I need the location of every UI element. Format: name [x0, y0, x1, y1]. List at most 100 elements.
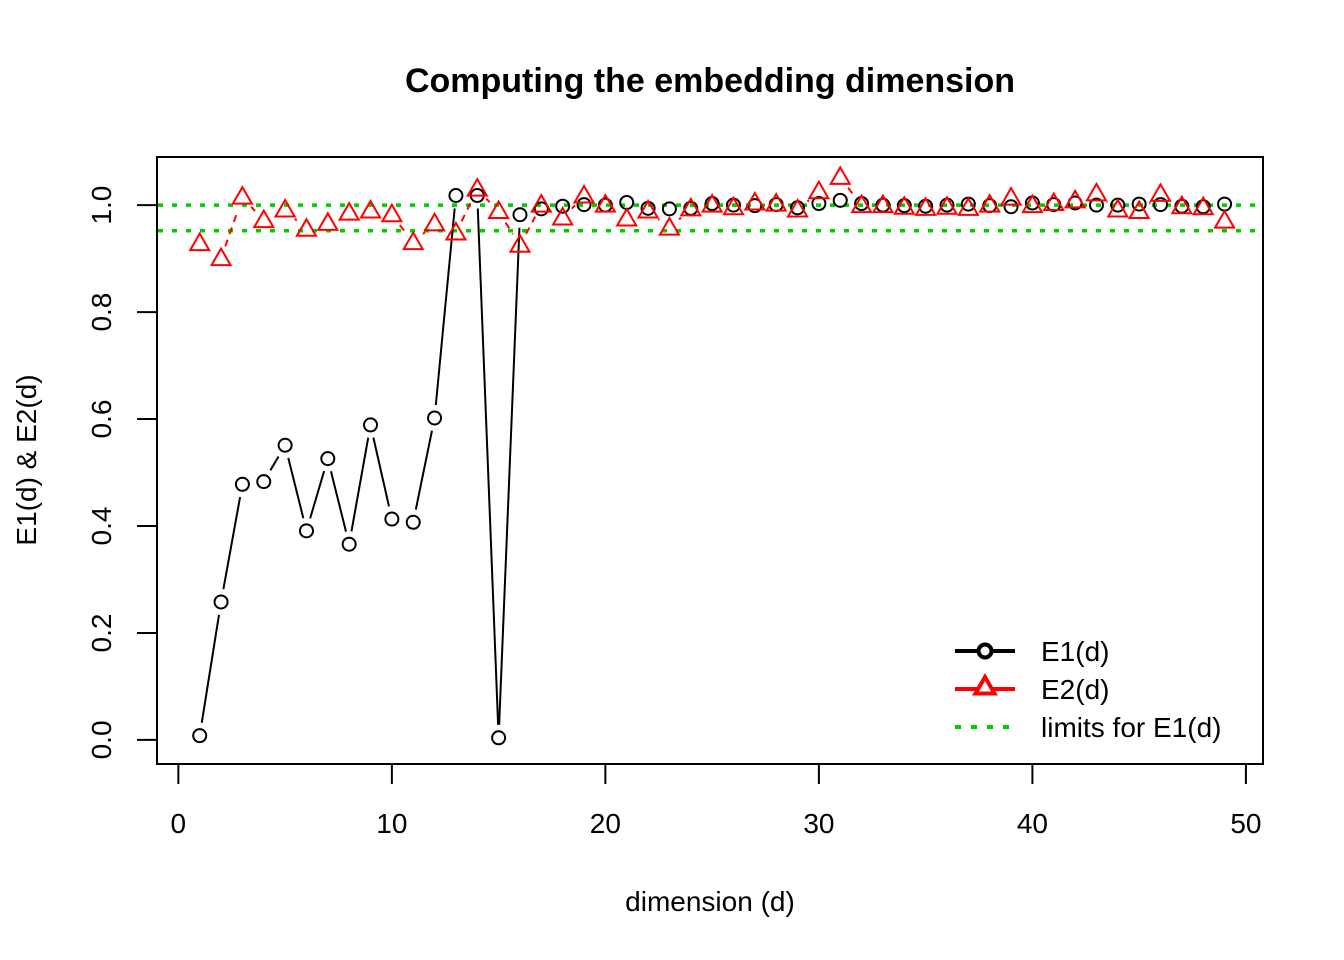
e2-point [508, 233, 532, 253]
e2-point [273, 197, 297, 218]
e2-point [1213, 209, 1236, 229]
e1-point [1088, 197, 1104, 213]
plot-frame [156, 156, 1264, 765]
e2-point [337, 201, 361, 221]
e2-point [188, 231, 211, 252]
e2-point [764, 192, 788, 212]
series-segment [657, 218, 660, 221]
e1-point [555, 198, 571, 214]
series-2 [188, 165, 1236, 267]
series-segment [525, 216, 537, 235]
e2-point [316, 211, 340, 231]
series-segment [329, 470, 347, 532]
e2-point [551, 205, 574, 226]
x-tick-label: 20 [590, 808, 621, 839]
series-segment [434, 208, 456, 406]
series-segment [847, 187, 855, 196]
e1-point [512, 207, 528, 223]
e2-point [1042, 191, 1065, 212]
e2-point [380, 202, 404, 223]
series-layer [188, 165, 1236, 746]
e2-point [658, 216, 681, 236]
e2-point [1106, 197, 1130, 218]
e2-point [295, 217, 318, 237]
e2-point [401, 230, 425, 251]
e2-point [466, 177, 489, 197]
e2-point [978, 193, 1001, 213]
series-segment [485, 197, 491, 203]
series-segment [398, 224, 407, 233]
series-segment [414, 430, 433, 510]
series-segment [200, 614, 220, 723]
series-segment [1148, 201, 1151, 205]
e2-point [1149, 182, 1172, 202]
e2-point [999, 186, 1023, 206]
e2-point [914, 196, 937, 216]
series-segment [460, 200, 473, 222]
e2-point [1191, 195, 1215, 216]
e1-point [341, 536, 357, 552]
e1-point [576, 197, 592, 213]
e2-point [1021, 193, 1044, 214]
e2-point [1085, 181, 1108, 202]
e1-point [1003, 199, 1019, 215]
e2-point [893, 195, 916, 215]
e2-point [743, 190, 767, 211]
x-tick-label: 40 [1017, 808, 1048, 839]
series-segment [678, 216, 682, 221]
x-tick-label: 50 [1230, 808, 1261, 839]
e2-point [829, 165, 852, 185]
series-segment [269, 455, 280, 471]
e1-point [384, 511, 400, 527]
legend-label: limits for E1(d) [1041, 712, 1221, 743]
e1-point [811, 196, 827, 212]
e2-point [594, 193, 617, 213]
e2-point [722, 195, 745, 216]
e1-point [405, 514, 421, 530]
series-segment [294, 217, 298, 222]
e1-point [277, 437, 293, 453]
e2-point [359, 199, 382, 219]
e2-point [1063, 188, 1087, 209]
e1-point [213, 594, 229, 610]
e1-point [298, 523, 314, 539]
e2-point [252, 208, 275, 229]
e2-point [530, 193, 553, 213]
x-axis: 0 10 20 30 40 50 [171, 763, 1261, 839]
e2-point [957, 196, 980, 216]
e2-point [1127, 199, 1151, 220]
e2-point [786, 197, 809, 218]
e2-point [1170, 194, 1194, 215]
e2-point [209, 246, 233, 267]
e2-point [487, 199, 510, 220]
e2-point [423, 211, 446, 232]
series-segment [222, 496, 242, 590]
y-tick-label: 0.2 [86, 614, 117, 653]
e1-point [256, 474, 272, 490]
series-segment [571, 204, 576, 210]
legend: E1(d) E2(d) limits for E1(d) [955, 636, 1221, 743]
e2-point [679, 196, 703, 217]
x-tick-label: 30 [803, 808, 834, 839]
e1-point [491, 730, 507, 746]
legend-label: E1(d) [1041, 636, 1109, 667]
y-axis-label: E1(d) & E2(d) [11, 374, 42, 545]
e2-point [850, 193, 873, 214]
legend-e2-marker [972, 672, 998, 696]
series-segment [350, 437, 370, 532]
e2-point [231, 185, 254, 205]
e2-point [807, 179, 831, 200]
e1-point [832, 192, 848, 208]
e1-point [1131, 196, 1147, 212]
series-segment [806, 199, 810, 203]
y-axis: 0.0 0.2 0.4 0.6 0.8 1.0 [86, 186, 158, 759]
e1-point [1195, 199, 1211, 215]
legend-label: E2(d) [1041, 674, 1109, 705]
y-tick-label: 1.0 [86, 186, 117, 225]
series-segment [309, 470, 326, 519]
y-tick-label: 0.6 [86, 400, 117, 439]
e1-point [448, 188, 464, 204]
series-segment [224, 209, 240, 247]
legend-e1-marker [976, 642, 994, 660]
